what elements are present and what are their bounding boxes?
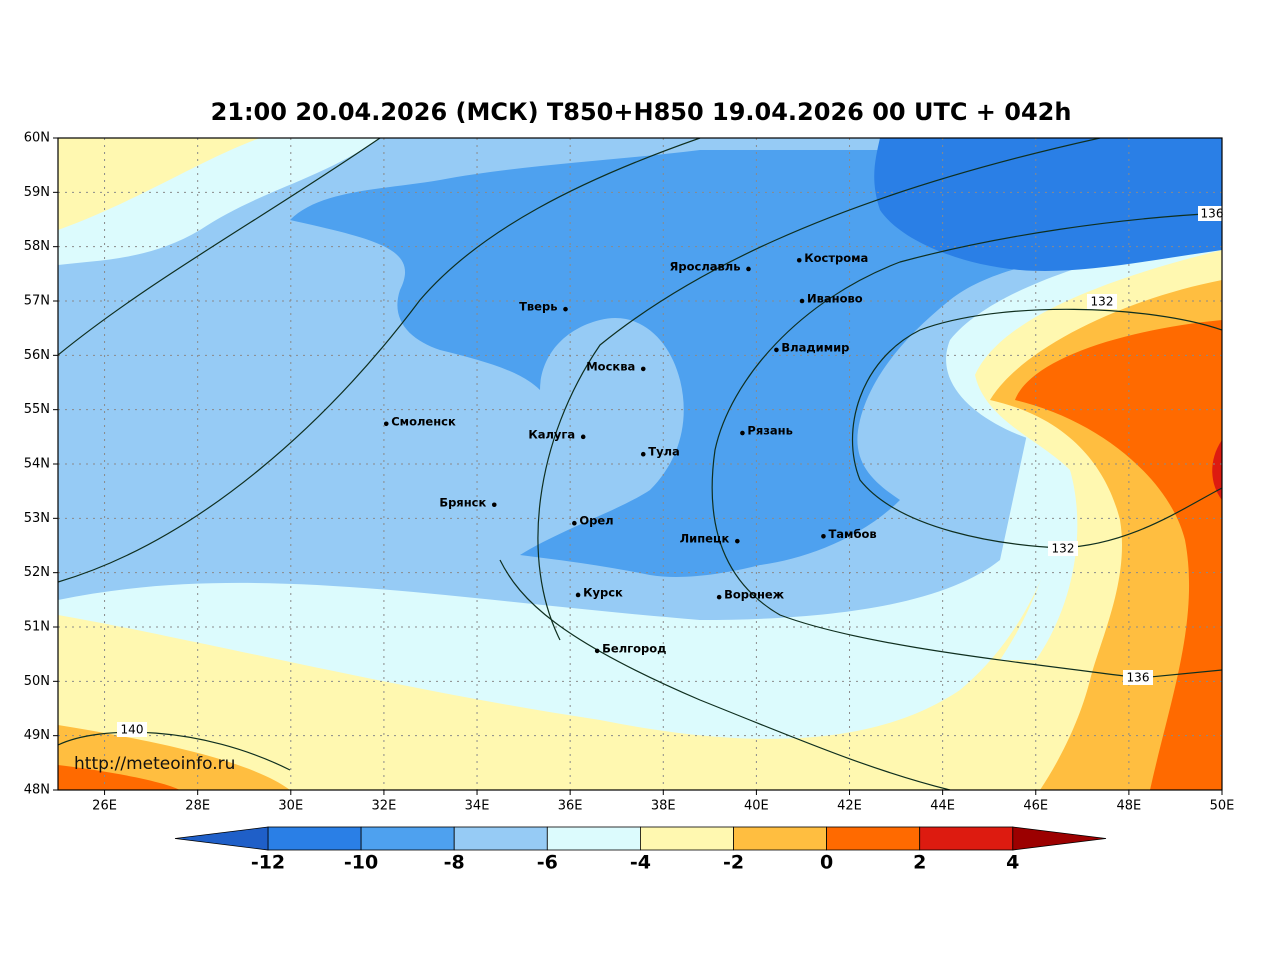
colorbar-tick-label: 4: [1006, 852, 1019, 874]
lon-tick-label: 48E: [1116, 799, 1141, 814]
city-label: Орел: [579, 514, 613, 528]
contour-label: 136: [1127, 671, 1150, 685]
city-dot: [740, 430, 745, 436]
city-label: Липецк: [680, 532, 730, 546]
city-label: Рязань: [747, 424, 792, 438]
city-label: Москва: [586, 359, 635, 373]
city-dot: [580, 434, 586, 440]
colorbar-tick-label: 2: [913, 852, 926, 874]
city-label: Ярославль: [670, 259, 741, 273]
source-url: http://meteoinfo.ru: [74, 754, 235, 774]
lon-tick-label: 34E: [465, 799, 490, 814]
city-dot: [799, 298, 805, 304]
lat-tick-label: 49N: [24, 728, 50, 743]
city-dot: [796, 257, 802, 263]
lon-tick-label: 32E: [372, 799, 397, 814]
lon-tick-label: 42E: [837, 799, 862, 814]
city-label: Тамбов: [828, 527, 876, 541]
lon-tick-label: 30E: [278, 799, 303, 814]
city-label: Кострома: [804, 251, 868, 265]
lon-tick-label: 50E: [1210, 799, 1235, 814]
city-dot: [735, 538, 740, 544]
lon-tick-label: 26E: [92, 799, 117, 814]
lat-tick-label: 50N: [24, 674, 50, 689]
lat-tick-label: 55N: [24, 402, 50, 417]
lat-tick-label: 54N: [24, 457, 50, 472]
city-dot: [821, 533, 826, 539]
colorbar-over: [1012, 826, 1107, 851]
city-label: Владимир: [781, 340, 849, 354]
city-dot: [575, 592, 581, 598]
colorbar-segment: [919, 826, 1014, 851]
colorbar-tick-label: 0: [820, 852, 833, 874]
contour-labels: 136 132 132 136 140: [117, 206, 1224, 737]
lat-tick-label: 51N: [24, 620, 50, 635]
map-frame: [57, 137, 1223, 791]
colorbar-segment: [826, 826, 921, 851]
colorbar-tick-label: -12: [251, 852, 285, 874]
height-contours: [58, 138, 1222, 790]
city-dot: [383, 421, 389, 427]
city-label: Белгород: [602, 641, 666, 655]
city-label: Тверь: [519, 300, 557, 314]
contour-label: 136: [1201, 207, 1224, 221]
colorbar-segment: [360, 826, 455, 851]
city-label: Калуга: [528, 427, 575, 441]
contour-label: 132: [1052, 542, 1075, 556]
city-dot: [572, 520, 577, 526]
contour-label: 132: [1091, 295, 1114, 309]
city-label: Воронеж: [724, 588, 785, 602]
colorbar-tick-label: -2: [723, 852, 744, 874]
colorbar: -12 -10 -8 -6 -4 -2 0 2 4: [174, 826, 1107, 874]
lat-tick-label: 53N: [24, 511, 50, 526]
lon-tick-label: 44E: [930, 799, 955, 814]
lat-tick-label: 48N: [24, 783, 50, 798]
city-dot: [746, 266, 751, 272]
colorbar-under: [174, 826, 269, 851]
contour-label: 140: [121, 723, 144, 737]
lon-tick-label: 28E: [185, 799, 210, 814]
city-label: Смоленск: [391, 414, 456, 428]
lon-tick-label: 40E: [744, 799, 769, 814]
city-dot: [774, 347, 779, 353]
city-label: Тула: [648, 445, 680, 459]
city-label: Брянск: [439, 495, 486, 509]
colorbar-segment: [640, 826, 734, 851]
colorbar-tick-label: -6: [537, 852, 558, 874]
colorbar-tick-label: -10: [344, 852, 378, 874]
city-dot: [716, 594, 722, 600]
colorbar-segment: [267, 826, 362, 851]
lat-tick-label: 58N: [24, 239, 50, 254]
city-dot: [640, 366, 646, 372]
colorbar-tick-label: -8: [444, 852, 465, 874]
lat-tick-label: 60N: [24, 131, 50, 146]
city-dot: [491, 502, 497, 508]
colorbar-segment: [733, 826, 827, 851]
lat-tick-label: 57N: [24, 294, 50, 309]
title: 21:00 20.04.2026 (МСК) T850+H850 19.04.2…: [211, 98, 1072, 126]
colorbar-segment: [453, 826, 548, 851]
lat-tick-label: 56N: [24, 348, 50, 363]
lat-tick-label: 59N: [24, 185, 50, 200]
city-label: Иваново: [807, 292, 863, 306]
city-dot: [563, 306, 568, 312]
cities: Москва Тверь Ярославль Кострома Иваново Влади…: [383, 251, 877, 655]
lat-tick-label: 52N: [24, 565, 50, 580]
lon-tick-label: 46E: [1023, 799, 1048, 814]
city-label: Курск: [583, 585, 623, 599]
colorbar-segment: [546, 826, 641, 851]
city-dot: [594, 648, 600, 654]
lon-tick-label: 36E: [558, 799, 583, 814]
colorbar-tick-label: -4: [630, 852, 651, 874]
lon-tick-label: 38E: [651, 799, 676, 814]
city-dot: [640, 451, 646, 457]
